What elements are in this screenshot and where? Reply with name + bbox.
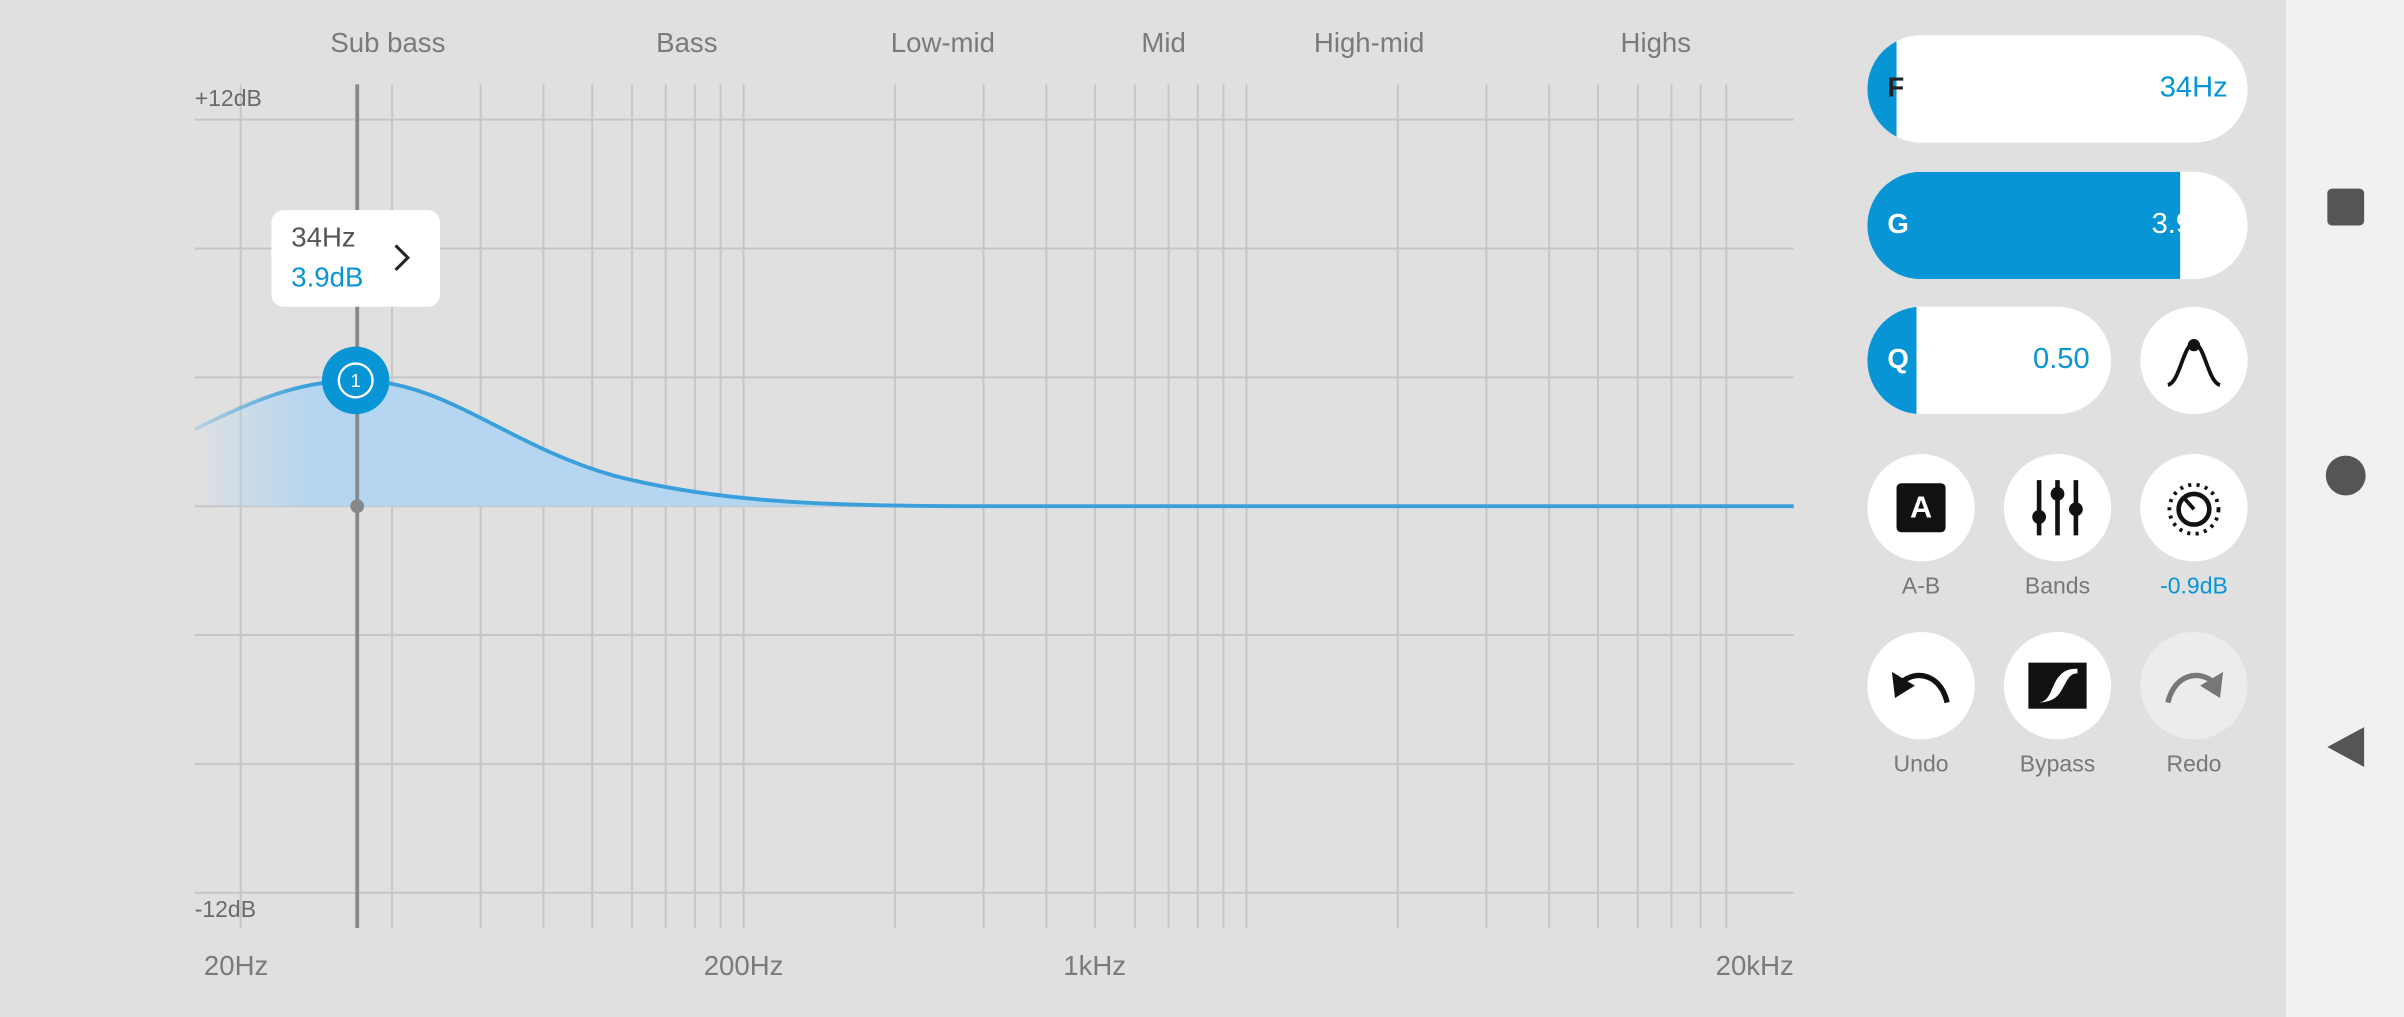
slider-value: 34Hz xyxy=(2160,72,2228,104)
redo-button[interactable] xyxy=(2140,631,2248,740)
band-node[interactable] xyxy=(321,346,390,415)
button-label: -0.9dB xyxy=(2160,573,2228,599)
ab-icon-text: A xyxy=(1910,490,1932,524)
slider-value: 0.50 xyxy=(2033,343,2090,375)
band-label: Low-mid xyxy=(891,27,995,58)
x-label: 20kHz xyxy=(1716,950,1794,981)
recents-button[interactable] xyxy=(2327,188,2365,226)
undo-button[interactable] xyxy=(1867,631,1975,740)
slider-label: G xyxy=(1887,208,1908,239)
band-label: Sub bass xyxy=(330,27,445,58)
band-label: Highs xyxy=(1621,27,1692,58)
button-label: A-B xyxy=(1902,573,1940,599)
x-label: 200Hz xyxy=(704,950,784,981)
x-label: 20Hz xyxy=(204,950,268,981)
button-label: Bands xyxy=(2025,573,2090,599)
button-label: Bypass xyxy=(2020,751,2095,777)
tooltip-chevron xyxy=(394,244,410,272)
bypass-button[interactable] xyxy=(2003,631,2112,740)
slider-label: F xyxy=(1887,71,1904,102)
q-slider[interactable]: Q 0.50 xyxy=(1867,306,2112,415)
bands-button[interactable] xyxy=(2003,454,2112,562)
dial-ticks xyxy=(2167,482,2221,536)
tooltip-frequency: 34Hz xyxy=(291,222,355,253)
tooltip-gain: 3.9dB xyxy=(291,261,363,292)
slider-label: Q xyxy=(1887,343,1908,374)
frequency-slider[interactable]: F 34Hz xyxy=(1867,35,2248,143)
button-label: Undo xyxy=(1894,751,1949,777)
x-label: 1kHz xyxy=(1063,950,1126,981)
nav-bar xyxy=(2285,0,2404,1017)
eq-curve xyxy=(193,378,1794,509)
y-label: -12dB xyxy=(195,896,256,922)
button-label: Redo xyxy=(2166,751,2221,777)
home-button[interactable] xyxy=(2325,455,2366,496)
slider-value: 3.9dB xyxy=(2152,208,2228,240)
tooltip[interactable] xyxy=(271,210,441,307)
band-label: Bass xyxy=(656,27,717,58)
dial-knob xyxy=(2176,491,2212,527)
bell-dot xyxy=(2187,339,2201,352)
button-bg xyxy=(1867,631,1975,740)
redo-icon xyxy=(2165,672,2216,704)
back-button[interactable] xyxy=(2327,727,2365,767)
filter-shape-button[interactable] xyxy=(2140,306,2248,415)
eq-fill xyxy=(194,380,1794,507)
ab-icon xyxy=(1896,483,1946,533)
band-node-ring xyxy=(337,362,374,399)
button-bg xyxy=(2140,306,2248,415)
button-bg xyxy=(2140,631,2248,740)
band-label: Mid xyxy=(1141,27,1185,58)
undo-icon xyxy=(1899,672,1950,704)
gain-slider[interactable]: G 3.9dB xyxy=(1867,171,2248,280)
y-label: +12dB xyxy=(195,85,262,111)
slider-track xyxy=(1867,35,2248,143)
slider-fill xyxy=(1867,171,2181,280)
preamp-button[interactable] xyxy=(2140,454,2248,562)
band-label: High-mid xyxy=(1314,27,1424,58)
ab-button[interactable]: A xyxy=(1867,454,1975,562)
band-anchor xyxy=(350,499,365,514)
slider-track xyxy=(1867,306,2112,415)
band-node-number: 1 xyxy=(351,370,361,391)
